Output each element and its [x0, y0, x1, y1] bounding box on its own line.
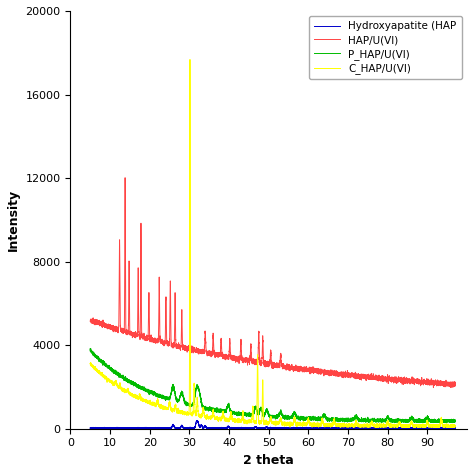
Hydroxyapatite (HAP — [194, 418, 200, 423]
Legend: Hydroxyapatite (HAP, HAP/U(VI), P_HAP/U(VI), C_HAP/U(VI): Hydroxyapatite (HAP, HAP/U(VI), P_HAP/U(… — [309, 16, 462, 79]
HAP/U(VI) — [319, 369, 325, 375]
Hydroxyapatite (HAP — [377, 426, 383, 431]
Hydroxyapatite (HAP — [319, 425, 325, 431]
HAP/U(VI) — [358, 375, 364, 381]
P_HAP/U(VI) — [106, 364, 111, 370]
HAP/U(VI) — [106, 323, 111, 328]
P_HAP/U(VI) — [219, 408, 225, 414]
HAP/U(VI) — [87, 319, 93, 324]
P_HAP/U(VI) — [303, 415, 309, 421]
X-axis label: 2 theta: 2 theta — [243, 454, 294, 467]
P_HAP/U(VI) — [377, 419, 383, 424]
Line: HAP/U(VI): HAP/U(VI) — [90, 178, 455, 388]
P_HAP/U(VI) — [378, 419, 384, 425]
Hydroxyapatite (HAP — [452, 425, 458, 431]
C_HAP/U(VI) — [452, 422, 458, 428]
C_HAP/U(VI) — [303, 422, 309, 428]
Line: P_HAP/U(VI): P_HAP/U(VI) — [90, 348, 455, 422]
P_HAP/U(VI) — [87, 346, 93, 351]
Hydroxyapatite (HAP — [87, 425, 93, 430]
P_HAP/U(VI) — [452, 417, 458, 422]
HAP/U(VI) — [122, 175, 128, 181]
Y-axis label: Intensity: Intensity — [7, 189, 20, 251]
C_HAP/U(VI) — [106, 377, 111, 383]
HAP/U(VI) — [377, 376, 383, 382]
P_HAP/U(VI) — [358, 417, 364, 422]
HAP/U(VI) — [452, 383, 458, 388]
HAP/U(VI) — [219, 349, 225, 355]
Hydroxyapatite (HAP — [303, 426, 309, 431]
Hydroxyapatite (HAP — [358, 425, 364, 430]
Hydroxyapatite (HAP — [106, 425, 111, 431]
P_HAP/U(VI) — [87, 348, 93, 354]
C_HAP/U(VI) — [187, 57, 193, 63]
C_HAP/U(VI) — [319, 416, 325, 422]
HAP/U(VI) — [303, 367, 309, 373]
C_HAP/U(VI) — [377, 422, 383, 428]
C_HAP/U(VI) — [358, 423, 364, 428]
C_HAP/U(VI) — [87, 361, 93, 366]
P_HAP/U(VI) — [319, 415, 325, 420]
C_HAP/U(VI) — [287, 424, 293, 430]
HAP/U(VI) — [430, 385, 436, 391]
Hydroxyapatite (HAP — [219, 425, 225, 431]
C_HAP/U(VI) — [219, 415, 225, 421]
Line: Hydroxyapatite (HAP: Hydroxyapatite (HAP — [90, 420, 455, 429]
Line: C_HAP/U(VI): C_HAP/U(VI) — [90, 60, 455, 427]
Hydroxyapatite (HAP — [91, 426, 97, 432]
